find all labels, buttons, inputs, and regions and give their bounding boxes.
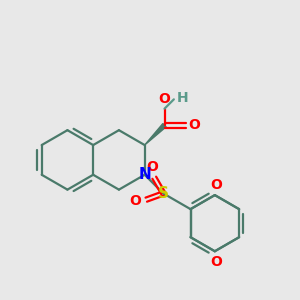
Text: O: O — [189, 118, 200, 132]
Text: O: O — [211, 254, 222, 268]
Text: O: O — [129, 194, 141, 208]
Text: H: H — [176, 91, 188, 105]
Polygon shape — [145, 124, 166, 145]
Text: O: O — [159, 92, 170, 106]
Text: N: N — [138, 167, 151, 182]
Text: O: O — [147, 160, 158, 174]
Text: O: O — [211, 178, 222, 192]
Text: S: S — [158, 186, 169, 201]
